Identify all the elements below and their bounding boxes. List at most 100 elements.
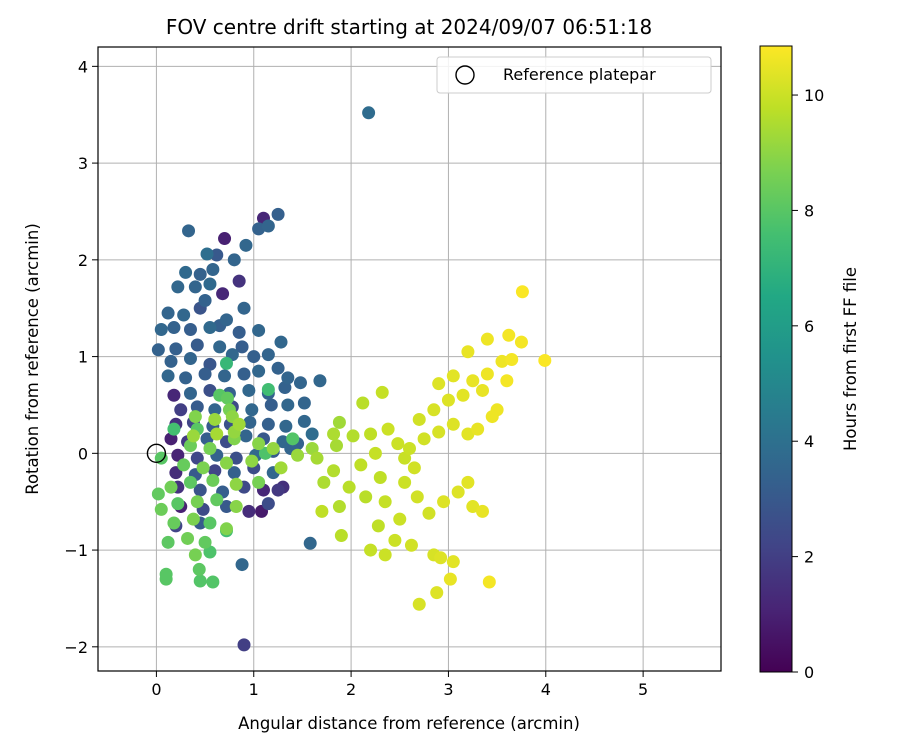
data-point [219,522,233,536]
data-point [229,477,243,491]
data-point [446,417,460,431]
data-point [378,548,392,562]
data-point [502,328,516,342]
data-point [398,475,412,489]
data-point [332,500,346,514]
data-point [179,371,193,385]
data-point [317,475,331,489]
data-point [227,466,241,480]
data-point [164,480,178,494]
data-point [229,451,243,465]
x-tick-label: 0 [151,680,161,699]
data-point [167,422,181,436]
data-point [198,367,212,381]
data-point [151,487,165,501]
data-point [154,451,168,465]
data-point [208,464,222,478]
data-point [167,516,181,530]
data-point [293,376,307,390]
data-point [407,461,421,475]
y-tick-label: 1 [78,348,88,367]
data-point [373,471,387,485]
data-point [346,429,360,443]
data-point [410,490,424,504]
data-point [239,238,253,252]
data-point [232,325,246,339]
data-point [466,500,480,514]
data-point [476,383,490,397]
data-point [297,396,311,410]
data-point [161,306,175,320]
data-point [252,437,266,451]
data-point [461,345,475,359]
data-point [417,432,431,446]
data-point [203,441,217,455]
colorbar-tick-label: 10 [804,86,824,105]
data-point [451,485,465,499]
data-point [432,425,446,439]
data-point [286,432,300,446]
data-point [167,388,181,402]
data-point [480,367,494,381]
data-point [515,285,529,299]
data-point [183,386,197,400]
data-point [310,451,324,465]
data-point [252,364,266,378]
data-point [203,357,217,371]
colorbar-gradient [759,45,793,673]
x-tick-label: 4 [541,680,551,699]
data-point [495,354,509,368]
data-point [305,441,319,455]
data-point [216,287,230,301]
data-point [245,454,259,468]
data-point [368,446,382,460]
data-point [378,495,392,509]
colorbar-tick-label: 6 [804,317,814,336]
chart-title: FOV centre drift starting at 2024/09/07 … [166,15,652,39]
data-point [242,383,256,397]
data-point [206,473,220,487]
data-point [476,504,490,518]
x-tick-label: 2 [346,680,356,699]
data-point [398,451,412,465]
reference-platepar-marker [146,443,167,464]
data-point [446,555,460,569]
x-tick-label: 1 [249,680,259,699]
data-point [183,352,197,366]
data-point [303,536,317,550]
data-point [210,493,224,507]
data-point [274,335,288,349]
colorbar: 0 2 4 6 8 10 Hours from first FF file [759,45,860,682]
data-point [182,224,196,238]
data-point [167,321,181,335]
data-point [327,427,341,441]
data-point [430,586,444,600]
data-point [480,332,494,346]
data-point [342,480,356,494]
data-point [271,361,285,375]
data-point [359,490,373,504]
data-point [183,475,197,489]
data-point [174,403,188,417]
colorbar-tick-label: 0 [804,663,814,682]
plot-frame [97,46,722,672]
data-point [427,403,441,417]
x-tick-label: 5 [638,680,648,699]
data-point [485,410,499,424]
legend-label: Reference platepar [503,65,656,84]
data-point [446,369,460,383]
data-point [219,313,233,327]
data-point [161,535,175,549]
data-point [161,369,175,383]
data-point [186,512,200,526]
data-point [514,335,528,349]
data-point [190,338,204,352]
y-tick-label: 0 [78,444,88,463]
colorbar-tick-label: 8 [804,201,814,220]
colorbar-label: Hours from first FF file [841,267,860,451]
data-point [327,464,341,478]
data-point [203,321,217,335]
colorbar-tick-label: 4 [804,432,814,451]
data-point [186,429,200,443]
data-point [190,400,204,414]
